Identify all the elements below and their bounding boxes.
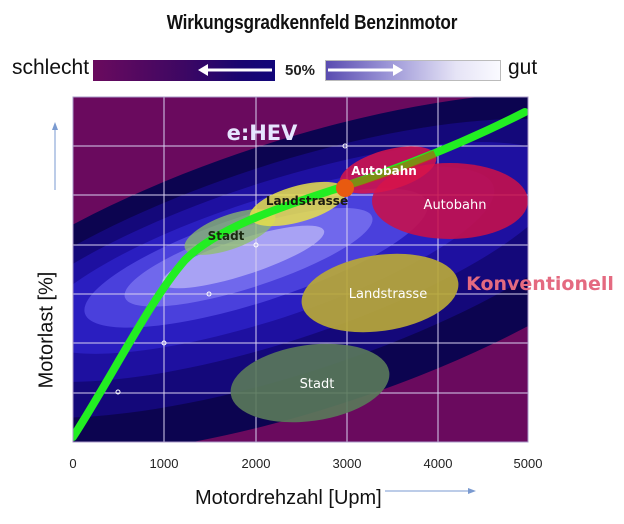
konv-landstrasse-label: Landstrasse [349, 287, 427, 302]
konv-landstrasse-region [301, 253, 459, 333]
efficiency-map [73, 97, 528, 442]
x-tick-5000: 5000 [513, 456, 543, 471]
x-axis-arrow-icon [385, 488, 476, 494]
ehev-stadt-label: Stadt [208, 229, 245, 243]
x-tick-1000: 1000 [149, 456, 179, 471]
chart-title: Wirkungsgradkennfeld Benzinmotor [166, 12, 458, 34]
x-tick-0: 0 [69, 456, 77, 471]
x-axis-label: Motordrehzahl [Upm] [195, 487, 382, 509]
legend-bad-label: schlecht [12, 56, 90, 79]
x-tick-2000: 2000 [241, 456, 271, 471]
legend-good-label: gut [508, 56, 538, 79]
legend-bar-good [325, 60, 501, 81]
x-tick-3000: 3000 [332, 456, 362, 471]
y-axis-label: Motorlast [%] [35, 271, 58, 389]
konv-stadt-region [230, 343, 390, 423]
operating-point-marker [336, 179, 354, 197]
legend-threshold-label: 50% [284, 62, 316, 79]
konventionell-label: Konventionell [466, 273, 614, 295]
legend-arrow-right-icon [328, 64, 403, 76]
ehev-label: e:HEV [227, 121, 299, 145]
konv-stadt-label: Stadt [300, 377, 335, 392]
legend-bar-bad [93, 60, 275, 81]
legend-arrow-left-icon [198, 64, 272, 76]
konv-autobahn-label: Autobahn [424, 198, 487, 213]
y-axis-arrow-icon [52, 122, 58, 190]
ehev-landstrasse-label: Landstrasse [266, 194, 348, 208]
x-tick-4000: 4000 [423, 456, 453, 471]
ehev-autobahn-label: Autobahn [351, 164, 417, 178]
